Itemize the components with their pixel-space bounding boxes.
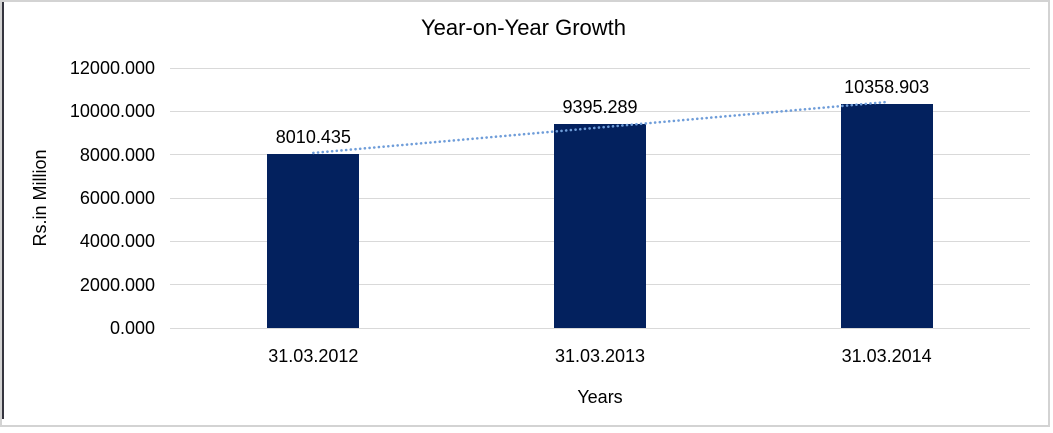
y-axis-tick-label: 6000.000 <box>79 188 155 208</box>
y-axis-tick-label: 2000.000 <box>79 274 155 295</box>
y-axis-tick-label: 0.000 <box>109 318 155 338</box>
x-axis-category-label: 31.03.2012 <box>268 346 359 366</box>
gridline <box>170 67 1030 69</box>
data-label: 8010.435 <box>275 127 351 148</box>
gridline <box>170 327 1030 329</box>
y-axis-tick-label: 10000.000 <box>69 101 155 122</box>
x-axis-title: Years <box>577 387 623 407</box>
x-axis-category-label: 31.03.2013 <box>554 346 646 366</box>
bar-31.03.2014 <box>840 103 933 328</box>
data-label: 9395.289 <box>562 97 638 118</box>
bar-31.03.2013 <box>554 124 646 328</box>
left-edge-line <box>2 2 4 419</box>
y-axis-tick-label: 4000.000 <box>79 231 155 252</box>
bar-31.03.2012 <box>267 154 360 328</box>
y-axis-tick-label: 8000.000 <box>79 144 155 165</box>
y-axis-tick-label: 12000.000 <box>69 58 155 78</box>
chart-title: Year-on-Year Growth <box>420 15 627 40</box>
data-label: 10358.903 <box>844 76 930 97</box>
x-axis-category-label: 31.03.2014 <box>841 346 932 366</box>
